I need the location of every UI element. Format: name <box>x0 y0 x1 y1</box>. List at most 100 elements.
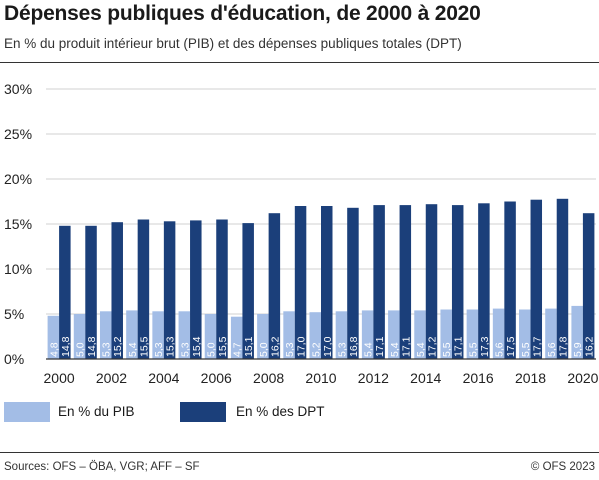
value-label-pib: 5,4 <box>389 342 401 357</box>
bar-dpt <box>478 203 490 359</box>
bar-dpt <box>321 206 333 359</box>
value-label-dpt: 17,0 <box>296 336 308 357</box>
bar-dpt <box>530 199 543 359</box>
x-tick-label: 2010 <box>305 370 336 386</box>
bar-pib <box>47 315 60 359</box>
value-label-pib: 5,3 <box>153 342 165 357</box>
value-label-dpt: 17,8 <box>557 336 569 357</box>
bar-pib <box>440 309 452 359</box>
x-tick-label: 2006 <box>201 370 232 386</box>
value-label-dpt: 17,3 <box>479 336 491 357</box>
legend-swatch-pib <box>4 402 50 422</box>
bar-pib <box>257 314 269 359</box>
value-label-dpt: 16,2 <box>269 336 281 357</box>
x-tick-label: 2012 <box>358 370 389 386</box>
bar-pib <box>388 310 400 359</box>
chart-title: Dépenses publiques d'éducation, de 2000 … <box>4 2 481 25</box>
bar-dpt <box>137 219 150 359</box>
bar-dpt <box>451 205 464 359</box>
legend-label-dpt: En % des DPT <box>236 404 325 419</box>
x-tick-label: 2002 <box>96 370 127 386</box>
value-label-pib: 5,5 <box>467 342 479 357</box>
y-tick-label: 10% <box>4 261 32 277</box>
bar-pib <box>204 314 217 359</box>
value-label-dpt: 15,2 <box>112 336 124 357</box>
bar-pib <box>466 309 479 359</box>
value-label-dpt: 15,1 <box>243 336 255 357</box>
value-label-pib: 5,3 <box>284 342 296 357</box>
value-label-pib: 5,0 <box>258 342 270 357</box>
value-label-dpt: 16,2 <box>584 336 596 357</box>
value-label-pib: 5,6 <box>546 342 558 357</box>
bar-dpt <box>425 204 438 359</box>
bar-pib <box>571 305 583 359</box>
source-note: Sources: OFS – ÖBA, VGR; AFF – SF <box>4 461 200 473</box>
bar-pib <box>126 310 138 359</box>
value-label-dpt: 16,8 <box>348 336 360 357</box>
value-label-dpt: 15,5 <box>138 336 150 357</box>
value-label-pib: 5,3 <box>179 342 191 357</box>
legend-label-pib: En % du PIB <box>58 404 135 419</box>
x-tick-label: 2018 <box>515 370 546 386</box>
y-tick-label: 0% <box>4 351 24 367</box>
bar-dpt <box>85 225 97 359</box>
bar-dpt <box>111 222 123 359</box>
bar-dpt <box>504 201 516 359</box>
bar-pib <box>283 311 295 359</box>
bar-pib <box>152 311 164 359</box>
value-label-pib: 5,0 <box>205 342 217 357</box>
bar-pib <box>178 311 191 359</box>
y-tick-label: 30% <box>4 81 32 97</box>
value-label-dpt: 17,2 <box>427 336 439 357</box>
bar-pib <box>99 311 112 359</box>
bar-pib <box>414 310 426 359</box>
bottom-divider <box>0 452 599 453</box>
y-tick-label: 25% <box>4 126 32 142</box>
bars <box>47 198 595 359</box>
value-label-dpt: 17,0 <box>322 336 334 357</box>
x-tick-label: 2008 <box>253 370 284 386</box>
bar-pib <box>545 308 557 359</box>
value-label-pib: 5,4 <box>127 342 139 357</box>
bar-dpt <box>347 207 359 359</box>
bar-pib <box>519 309 531 359</box>
bar-pib <box>361 310 374 359</box>
value-label-pib: 4,7 <box>232 342 244 357</box>
value-label-dpt: 17,1 <box>453 336 465 357</box>
value-label-pib: 5,3 <box>336 342 348 357</box>
value-label-dpt: 15,3 <box>165 336 177 357</box>
bar-pib <box>492 308 505 359</box>
value-label-pib: 5,4 <box>415 342 427 357</box>
bar-pib <box>309 312 321 359</box>
value-label-dpt: 15,5 <box>217 336 229 357</box>
chart-subtitle: En % du produit intérieur brut (PIB) et … <box>4 36 462 51</box>
value-label-dpt: 17,1 <box>374 336 386 357</box>
value-labels: 4,8 14,8 5,0 14,8 5,3 15,2 5,4 15,5 5,3 15,3 5,3 15… <box>48 336 595 357</box>
bar-dpt <box>190 220 202 359</box>
bar-pib <box>335 311 348 359</box>
x-tick-label: 2016 <box>463 370 494 386</box>
value-label-pib: 5,5 <box>441 342 453 357</box>
bar-dpt <box>294 206 307 359</box>
value-label-pib: 5,9 <box>572 342 584 357</box>
x-tick-label: 2020 <box>567 370 598 386</box>
value-label-pib: 5,0 <box>75 342 87 357</box>
value-label-dpt: 17,7 <box>531 336 543 357</box>
bar-dpt <box>163 221 176 359</box>
bar-dpt <box>373 205 385 359</box>
value-label-pib: 5,6 <box>494 342 506 357</box>
value-label-pib: 5,2 <box>310 342 322 357</box>
axes: 0% 5% 10% 15% 20% 25% 30% 2000 2002 2004 2006 2008 2… <box>4 81 599 386</box>
value-label-pib: 5,3 <box>101 342 113 357</box>
legend-swatch-dpt <box>180 402 226 422</box>
bar-dpt <box>399 205 412 359</box>
bar-pib <box>73 314 86 359</box>
bar-chart: 4,8 14,8 5,0 14,8 5,3 15,2 5,4 15,5 5,3 15,3 5,3 15… <box>4 81 599 386</box>
value-label-dpt: 14,8 <box>86 336 98 357</box>
x-tick-label: 2000 <box>44 370 75 386</box>
x-tick-label: 2004 <box>148 370 179 386</box>
x-tick-label: 2014 <box>410 370 441 386</box>
bar-pib <box>230 316 243 359</box>
bar-dpt <box>216 219 228 359</box>
bar-dpt <box>242 223 254 359</box>
